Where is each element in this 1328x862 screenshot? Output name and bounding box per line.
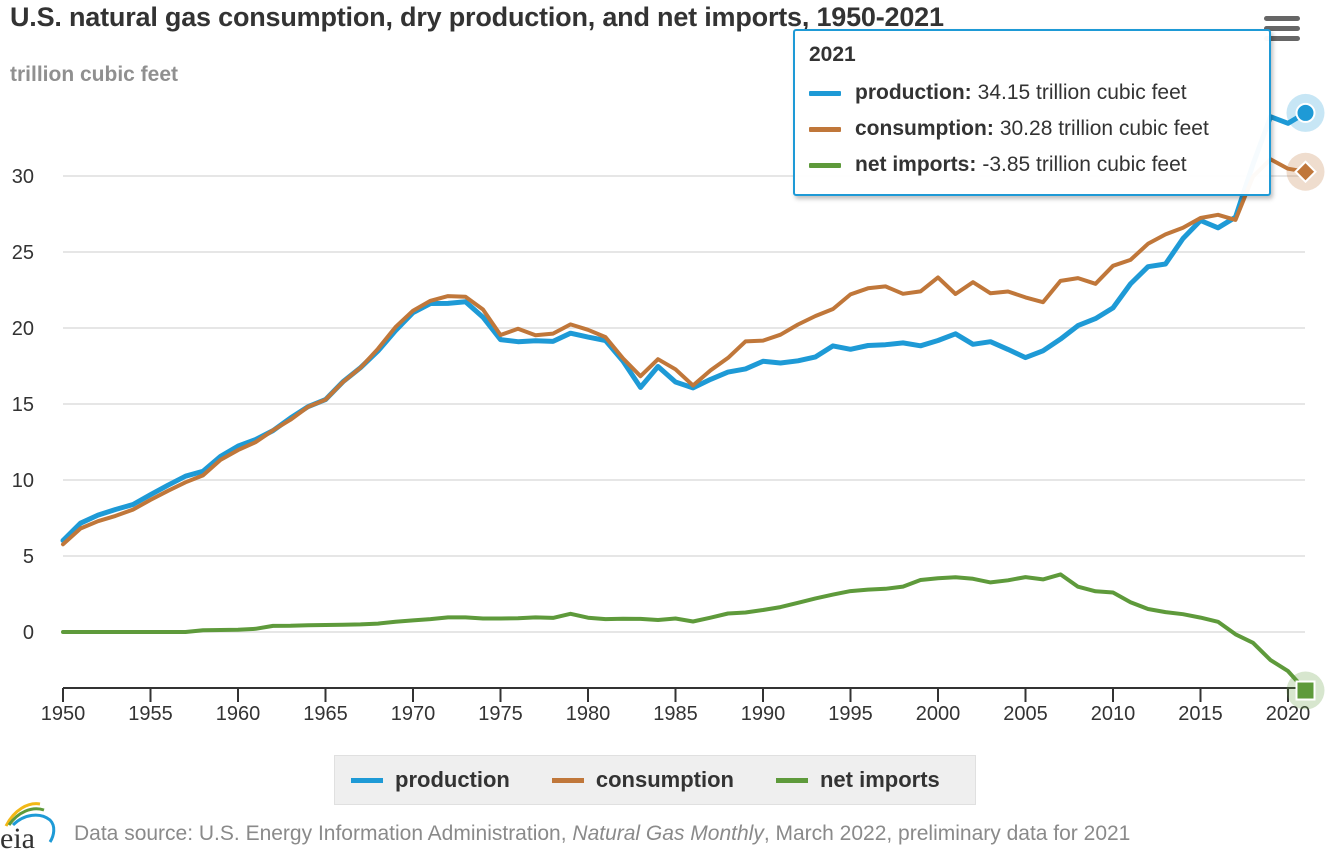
tooltip-row-net-imports: net imports: -3.85 trillion cubic feet [809, 147, 1255, 183]
tooltip-series-name: consumption: [855, 117, 994, 140]
y-tick-label: 15 [12, 394, 34, 416]
tooltip-row-production: production: 34.15 trillion cubic feet [809, 75, 1255, 111]
legend-item-production[interactable]: production [351, 767, 510, 793]
x-tick-label: 1955 [128, 703, 173, 725]
x-tick-label: 1975 [478, 703, 523, 725]
legend-item-net-imports[interactable]: net imports [775, 767, 940, 793]
chart-subtitle: trillion cubic feet [10, 63, 179, 86]
tooltip-series-value: -3.85 trillion cubic feet [982, 153, 1187, 176]
consumption-swatch-icon [809, 126, 841, 132]
y-tick-label: 30 [12, 166, 34, 188]
x-tick-label: 1950 [41, 703, 86, 725]
source-suffix: , March 2022, preliminary data for 2021 [763, 822, 1131, 845]
footer: eia Data source: U.S. Energy Information… [0, 798, 1328, 858]
x-tick-label: 1960 [216, 703, 261, 725]
hover-markers [1286, 93, 1325, 710]
legend: production consumption net imports [334, 755, 976, 805]
source-prefix: Data source: U.S. Energy Information Adm… [74, 822, 573, 845]
x-tick-label: 1980 [566, 703, 611, 725]
legend-label: consumption [595, 767, 734, 792]
series-line-net-imports[interactable] [61, 572, 1308, 693]
legend-item-consumption[interactable]: consumption [551, 767, 734, 793]
y-tick-label: 5 [23, 546, 34, 568]
x-tick-label: 1990 [741, 703, 786, 725]
x-tick-label: 1985 [653, 703, 698, 725]
menu-bar [1264, 16, 1300, 21]
net-imports-swatch-icon [809, 162, 841, 168]
x-tick-label: 2005 [1003, 703, 1048, 725]
menu-bar [1264, 26, 1300, 31]
x-tick-label: 2010 [1091, 703, 1136, 725]
gridlines [63, 175, 1305, 633]
y-tick-label: 0 [23, 622, 34, 644]
tooltip-series-name: net imports: [855, 153, 977, 176]
menu-bar [1264, 36, 1300, 41]
series-lines [60, 110, 1308, 693]
x-tick-label: 2020 [1266, 703, 1311, 725]
tooltip-series-name: production: [855, 81, 972, 104]
tooltip-year: 2021 [809, 43, 856, 66]
x-axis: 1950 1955 1960 1965 1970 1975 1980 1985 1990 1995… [41, 687, 1311, 725]
production-point-marker[interactable] [1295, 102, 1316, 123]
series-line-consumption[interactable] [61, 157, 1308, 547]
source-publication: Natural Gas Monthly [572, 822, 764, 845]
legend-label: net imports [819, 767, 940, 792]
eia-logo-text: eia [0, 822, 35, 854]
tooltip-series-value: 30.28 trillion cubic feet [999, 117, 1209, 140]
production-swatch-icon [809, 90, 841, 96]
eia-logo-icon[interactable]: eia [0, 798, 62, 854]
x-tick-label: 2000 [916, 703, 961, 725]
legend-label: production [395, 767, 510, 792]
tooltip: 2021 production: 34.15 trillion cubic fe… [793, 29, 1271, 196]
x-tick-label: 1965 [303, 703, 348, 725]
hamburger-menu-icon[interactable] [1264, 16, 1300, 46]
x-tick-label: 2015 [1178, 703, 1223, 725]
tooltip-series-value: 34.15 trillion cubic feet [977, 81, 1187, 104]
y-tick-label: 25 [12, 242, 34, 264]
y-tick-label: 10 [12, 470, 34, 492]
y-axis: 0 5 10 15 20 25 30 [12, 166, 34, 644]
x-tick-label: 1995 [828, 703, 873, 725]
production-legend-swatch-icon [351, 777, 383, 783]
net-imports-legend-swatch-icon [775, 777, 808, 783]
y-tick-label: 20 [12, 318, 34, 340]
chart-title: U.S. natural gas consumption, dry produc… [10, 2, 944, 32]
net-imports-point-marker[interactable] [1295, 680, 1316, 701]
tooltip-row-consumption: consumption: 30.28 trillion cubic feet [809, 111, 1255, 147]
data-source-note: Data source: U.S. Energy Information Adm… [74, 822, 1130, 846]
consumption-point-marker[interactable] [1294, 160, 1317, 184]
consumption-legend-swatch-icon [551, 777, 584, 783]
x-tick-label: 1970 [391, 703, 436, 725]
